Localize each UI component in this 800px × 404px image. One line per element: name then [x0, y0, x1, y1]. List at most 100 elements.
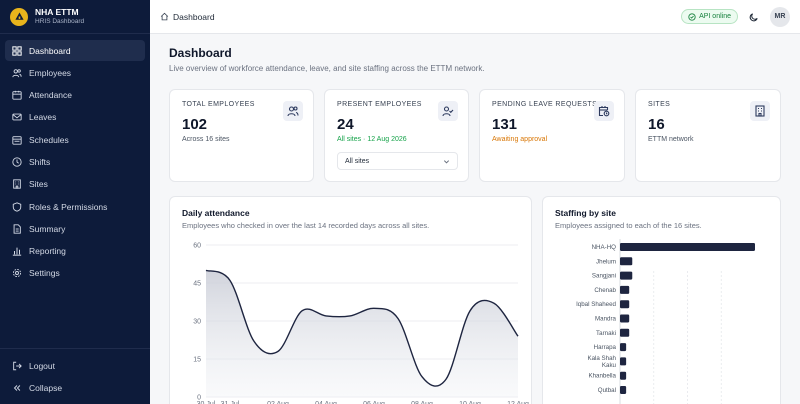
sidebar-item-reporting[interactable]: Reporting: [5, 241, 145, 262]
sidebar-item-label: Schedules: [29, 134, 69, 145]
sidebar-item-employees[interactable]: Employees: [5, 62, 145, 83]
site-label: Mandra: [595, 316, 617, 323]
x-tick-label: 06 Aug: [363, 401, 385, 404]
sidebar-item-label: Dashboard: [29, 45, 71, 56]
stat-value: 16: [648, 116, 665, 133]
x-tick-label: 02 Aug: [267, 401, 289, 404]
stat-value: 102: [182, 116, 208, 133]
site-label: Iqbal Shaheed: [576, 301, 616, 308]
staffing-bar: [620, 314, 630, 323]
attendance-point: [348, 313, 353, 318]
stat-value: 24: [337, 116, 354, 133]
attendance-area: [206, 270, 518, 397]
staffing-bar: [620, 271, 633, 280]
site-filter-select[interactable]: All sites: [337, 152, 458, 170]
logout-button[interactable]: Logout: [5, 355, 145, 376]
sidebar-item-label: Settings: [29, 268, 60, 279]
brand-logo: [10, 7, 28, 26]
stat-label: PRESENT EMPLOYEES: [337, 101, 422, 108]
sidebar: NHA ETTM HRIS Dashboard Dashboard Employ…: [0, 0, 150, 404]
panel-description: Employees assigned to each of the 16 sit…: [555, 221, 702, 230]
y-tick-label: 45: [193, 281, 201, 288]
stat-label: SITES: [648, 101, 671, 108]
site-label: NHA-HQ: [592, 244, 617, 251]
document-icon: [12, 224, 22, 234]
panel-title: Staffing by site: [555, 208, 616, 218]
site-label: Jhelum: [596, 258, 616, 265]
breadcrumb[interactable]: Dashboard: [160, 12, 215, 22]
site-label: Tarnaki: [596, 330, 616, 337]
mail-icon: [12, 112, 22, 122]
calendar-icon: [12, 90, 22, 100]
attendance-point: [420, 374, 425, 379]
x-tick-label: 08 Aug: [411, 401, 433, 404]
calendar-range-icon: [12, 135, 22, 145]
attendance-area-chart: 0 15 30 45 60 30 Jul 31 Jul 02 Aug 04 Aug 06 Aug 0…: [193, 243, 529, 404]
main-content: Dashboard Live overview of workforce att…: [150, 34, 800, 404]
daily-attendance-panel: Daily attendance Employees who checked i…: [169, 196, 532, 404]
y-tick-label: 0: [197, 395, 201, 402]
site-label: Kala Shah Kaku: [587, 355, 616, 369]
sidebar-item-label: Leaves: [29, 112, 57, 123]
gear-icon: [12, 268, 22, 278]
sidebar-item-shifts[interactable]: Shifts: [5, 151, 145, 172]
moon-icon: [749, 12, 758, 21]
site-label: Qutbal: [598, 387, 616, 394]
building-icon: [12, 179, 22, 189]
sidebar-item-schedules[interactable]: Schedules: [5, 129, 145, 150]
staffing-bar: [620, 357, 627, 366]
sidebar-item-roles-permissions[interactable]: Roles & Permissions: [5, 196, 145, 217]
brand-title: NHA ETTM: [35, 6, 79, 17]
shield-icon: [12, 201, 22, 212]
chevrons-left-icon: [12, 383, 22, 393]
stat-label: PENDING LEAVE REQUESTS: [492, 101, 598, 108]
stat-card-pending-leave: PENDING LEAVE REQUESTS 131 Awaiting appr…: [479, 89, 625, 182]
stat-card-present-employees: PRESENT EMPLOYEES 24 All sites · 12 Aug …: [324, 89, 469, 182]
theme-toggle-button[interactable]: [748, 11, 760, 23]
brand[interactable]: NHA ETTM HRIS Dashboard: [0, 0, 150, 34]
collapse-button[interactable]: Collapse: [5, 378, 145, 399]
staffing-bar-chart: NHA-HQ Jhelum Sangjani Chenab Iqbal Shaheed M…: [576, 239, 755, 404]
breadcrumb-label: Dashboard: [173, 11, 215, 22]
panel-description: Employees who checked in over the last 1…: [182, 221, 430, 230]
user-check-icon: [438, 101, 458, 121]
x-tick-label: 31 Jul: [221, 401, 240, 404]
site-label: Chenab: [594, 287, 616, 294]
sidebar-item-label: Roles & Permissions: [29, 201, 108, 212]
topbar: Dashboard API online MR: [150, 0, 800, 34]
sidebar-item-settings[interactable]: Settings: [5, 263, 145, 284]
stat-sub: ETTM network: [648, 136, 694, 143]
attendance-series-line: [205, 269, 519, 387]
users-icon: [283, 101, 303, 121]
building-icon: [750, 101, 770, 121]
panel-title: Daily attendance: [182, 208, 250, 218]
avatar[interactable]: MR: [770, 6, 790, 27]
sidebar-item-label: Reporting: [29, 246, 66, 257]
sidebar-item-sites[interactable]: Sites: [5, 174, 145, 195]
attendance-point: [300, 308, 305, 313]
logout-label: Logout: [29, 360, 55, 371]
logout-icon: [12, 361, 22, 371]
sidebar-item-summary[interactable]: Summary: [5, 218, 145, 239]
stat-value: 131: [492, 116, 518, 133]
sidebar-item-leaves[interactable]: Leaves: [5, 107, 145, 128]
chevron-down-icon: [443, 159, 450, 163]
attendance-point: [396, 316, 401, 321]
attendance-point: [468, 308, 473, 313]
sidebar-item-attendance[interactable]: Attendance: [5, 85, 145, 106]
staffing-by-site-panel: Staffing by site Employees assigned to e…: [542, 196, 781, 404]
sidebar-nav: Dashboard Employees Attendance Leaves Sc…: [0, 34, 150, 284]
home-icon: [160, 12, 169, 21]
sidebar-footer: Logout Collapse: [0, 348, 150, 404]
brand-subtitle: HRIS Dashboard: [35, 18, 85, 26]
sidebar-item-dashboard[interactable]: Dashboard: [5, 40, 145, 61]
attendance-point: [228, 278, 233, 283]
attendance-point: [276, 349, 281, 354]
x-tick-label: 04 Aug: [315, 401, 337, 404]
calendar-clock-icon: [594, 101, 614, 121]
staffing-bar: [620, 386, 627, 394]
attendance-point: [372, 306, 377, 311]
staffing-bar: [620, 243, 755, 251]
sidebar-item-label: Attendance: [29, 90, 73, 101]
bar-chart-icon: [12, 246, 22, 256]
